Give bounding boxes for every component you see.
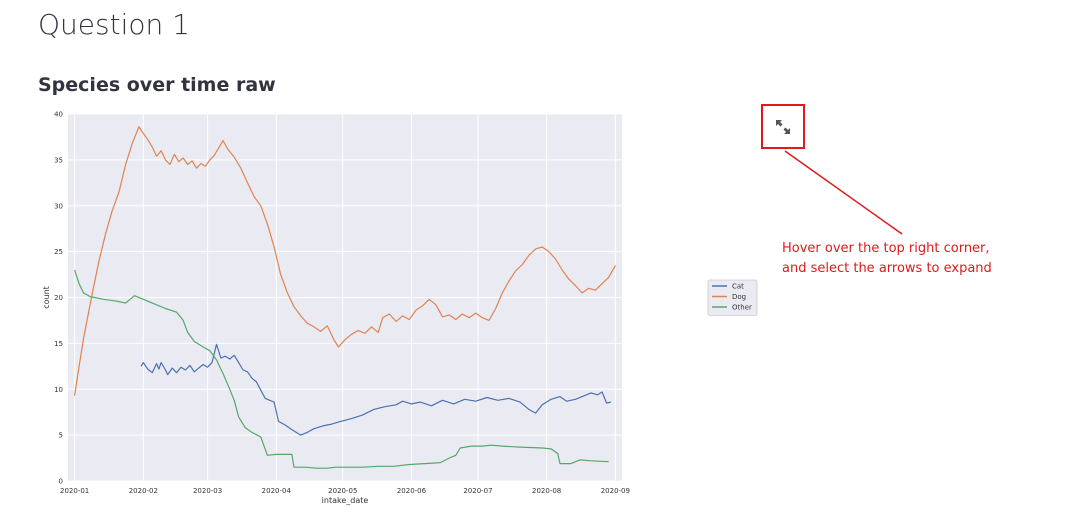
legend-label-other: Other (732, 304, 752, 312)
y-tick-label: 20 (54, 294, 63, 302)
x-tick-label: 2020-05 (328, 487, 357, 495)
y-tick-label: 15 (54, 340, 63, 348)
y-tick-label: 40 (54, 111, 63, 119)
y-tick-label: 10 (54, 386, 63, 394)
series-line-other (74, 269, 609, 469)
annotation-text: Hover over the top right corner, and sel… (782, 239, 1042, 279)
expand-arrows-icon (776, 119, 790, 134)
expand-button[interactable] (761, 104, 805, 149)
legend-label-cat: Cat (732, 283, 744, 291)
y-tick-label: 5 (59, 432, 63, 440)
x-tick-label: 2020-01 (60, 487, 89, 495)
y-tick-label: 35 (54, 156, 63, 164)
series-line-dog (74, 126, 616, 396)
x-tick-label: 2020-04 (262, 487, 292, 495)
x-tick-label: 2020-08 (532, 487, 561, 495)
y-tick-label: 0 (59, 478, 63, 486)
page-title: Question 1 (38, 8, 190, 41)
legend-label-dog: Dog (732, 293, 746, 301)
x-tick-label: 2020-07 (463, 487, 492, 495)
y-axis-label: count (42, 286, 51, 309)
section-title: Species over time raw (38, 74, 276, 96)
series-line-cat (140, 343, 612, 436)
y-tick-label: 30 (54, 202, 63, 210)
x-tick-label: 2020-06 (397, 487, 427, 495)
x-tick-label: 2020-03 (193, 487, 222, 495)
x-tick-label: 2020-09 (601, 487, 630, 495)
annotation-line-2: and select the arrows to expand (782, 261, 992, 276)
y-tick-label: 25 (54, 248, 63, 256)
annotation-line-1: Hover over the top right corner, (782, 241, 990, 256)
x-tick-label: 2020-02 (129, 487, 158, 495)
x-axis-label: intake_date (322, 496, 369, 505)
